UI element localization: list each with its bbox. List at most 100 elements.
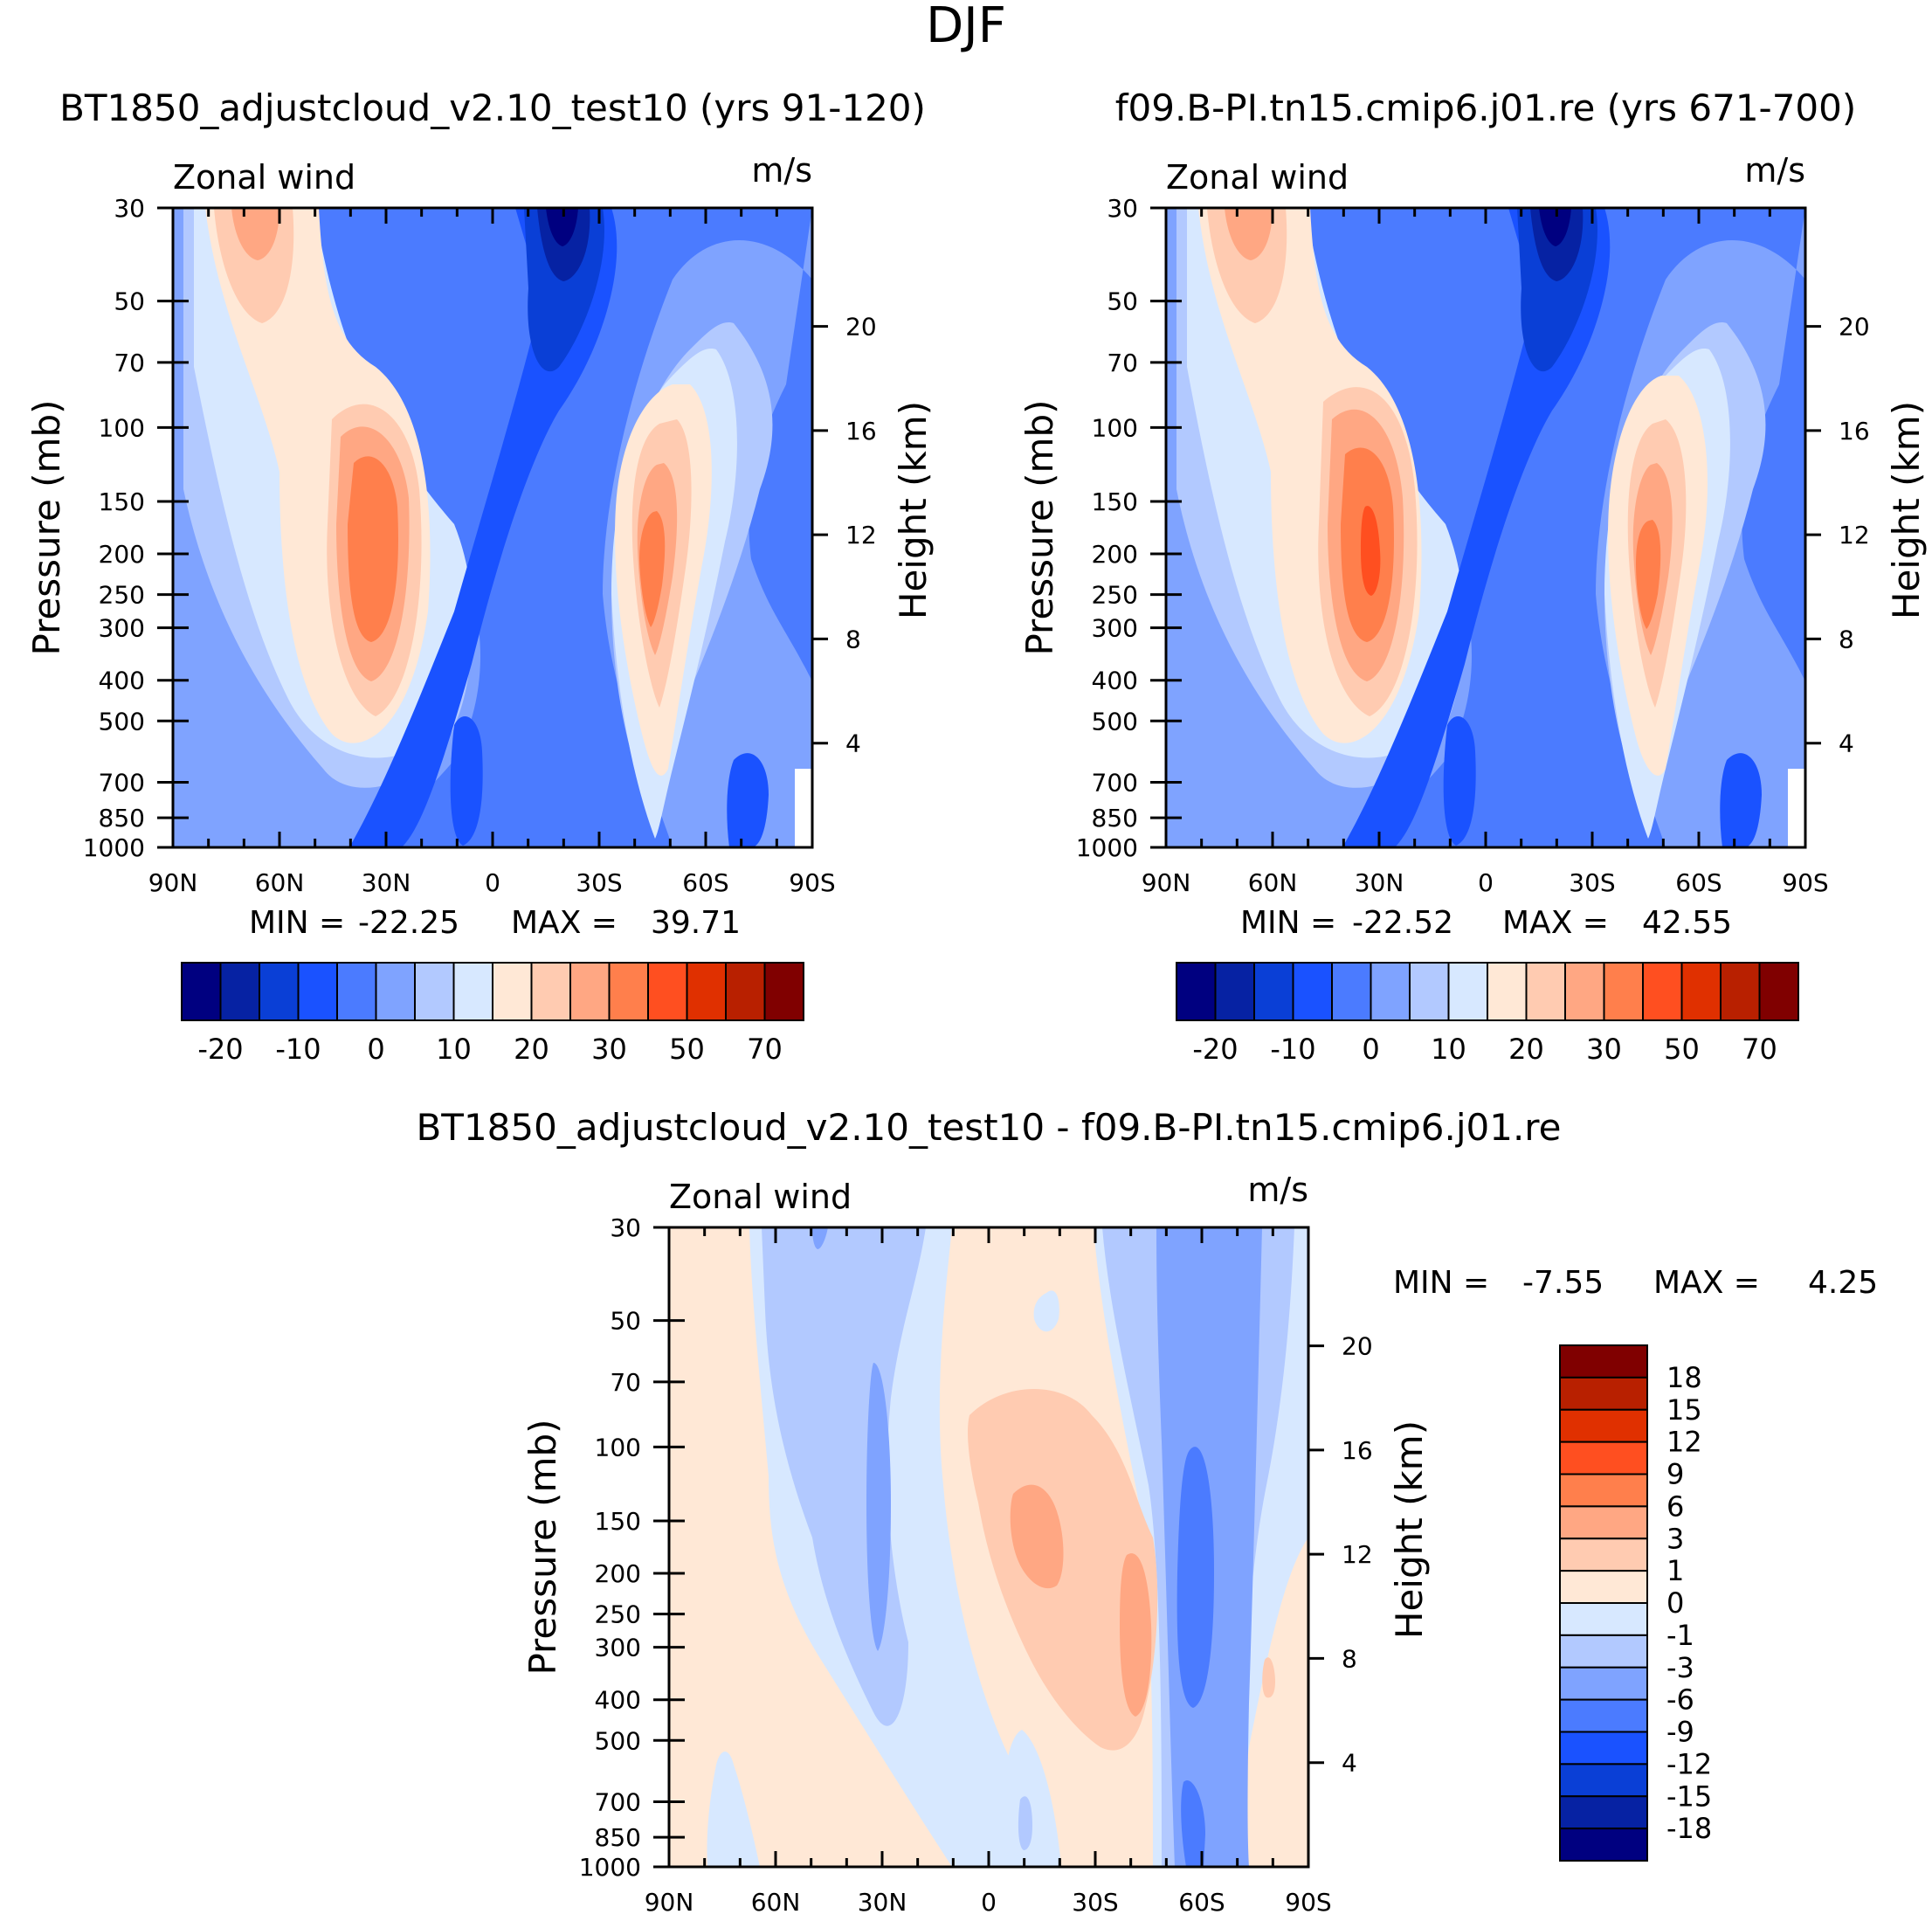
- colorbar-swatch: [1447, 962, 1488, 1021]
- panel-test-max-value: 39.71: [651, 905, 741, 941]
- colorbar-swatch: [219, 962, 260, 1021]
- y-tick-label: 300: [595, 1634, 641, 1662]
- colorbar-swatch: [492, 962, 533, 1021]
- colorbar-label: -20: [197, 1033, 243, 1066]
- colorbar-swatch: [1370, 962, 1411, 1021]
- y-tick-label: 100: [1092, 413, 1138, 442]
- colorbar-label: -1: [1666, 1619, 1694, 1652]
- panel-diff-contour-band: [1120, 1553, 1152, 1717]
- panel-ctrl-stats: MIN = -22.52 MAX = 42.55: [1240, 905, 1732, 941]
- left-label: Zonal wind: [669, 1178, 852, 1216]
- panel-test-max-label: MAX =: [511, 905, 618, 941]
- colorbar-swatch: [530, 962, 571, 1021]
- x-tick-label: 60S: [1675, 868, 1722, 897]
- colorbar-swatch: [1409, 962, 1450, 1021]
- panel-test-contour-band: [727, 753, 769, 847]
- panel-diff: 90N 60N 30N 0 30S 60S 90S 30 50 70 100 150 200 250 300…: [521, 1171, 1431, 1917]
- y2-tick-label: 8: [845, 625, 861, 653]
- panel-test-contour-band: [639, 511, 666, 627]
- panel-diff-contour-band: [707, 1752, 760, 1867]
- panel-test: 90N 60N 30N 0 30S 60S 90S 30 50 70 100 150 200 250 300…: [25, 151, 935, 897]
- colorbar-swatch: [1559, 1763, 1648, 1798]
- y-tick-label: 500: [99, 707, 145, 736]
- right-label: m/s: [1744, 151, 1805, 190]
- y2-tick-label: 4: [1342, 1749, 1357, 1778]
- panel-diff-stats: MIN = -7.55 MAX = 4.25: [1393, 1265, 1878, 1301]
- colorbar-swatch: [1214, 962, 1255, 1021]
- y2-tick-label: 8: [1342, 1644, 1357, 1673]
- colorbar-swatch: [1559, 1441, 1648, 1475]
- y-tick-label: 200: [1092, 540, 1138, 569]
- y-tick-label: 400: [1092, 667, 1138, 695]
- y2-tick-label: 4: [1839, 729, 1854, 758]
- y2-tick-label: 20: [845, 313, 877, 342]
- colorbar-label: -3: [1666, 1651, 1694, 1684]
- panel-diff-min-value: -7.55: [1522, 1265, 1604, 1301]
- y-tick-label: 50: [1107, 287, 1138, 316]
- panel-ctrl-contour-band: [1720, 753, 1762, 847]
- colorbar-label: -6: [1666, 1683, 1694, 1717]
- panel-diff-min-label: MIN =: [1393, 1265, 1489, 1301]
- colorbar-label: 30: [1586, 1033, 1622, 1066]
- y2-axis-label: Height (km): [892, 401, 935, 619]
- y2-tick-label: 12: [1839, 521, 1870, 549]
- colorbar-label: 9: [1666, 1458, 1684, 1491]
- panel-diff-contour-band: [1181, 1780, 1205, 1867]
- colorbar-swatch: [1559, 1473, 1648, 1508]
- panel-ctrl-colorbar: -20 -10 0 10 20 30 50 70: [1176, 962, 1799, 1066]
- colorbar-swatch: [763, 962, 804, 1021]
- y-tick-label: 150: [595, 1507, 641, 1536]
- panel-ctrl-fields: [1166, 208, 1805, 847]
- y-tick-label: 150: [99, 487, 145, 516]
- colorbar-swatch: [686, 962, 727, 1021]
- colorbar-swatch: [375, 962, 416, 1021]
- colorbar-swatch: [1559, 1344, 1648, 1379]
- y-tick-label: 70: [1107, 349, 1138, 377]
- colorbar-label: -10: [275, 1033, 321, 1066]
- colorbar-label: 12: [1666, 1426, 1702, 1459]
- y-axis-label: Pressure (mb): [25, 399, 68, 655]
- colorbar-label: 70: [1742, 1033, 1777, 1066]
- y-tick-label: 70: [114, 349, 145, 377]
- y-tick-label: 700: [99, 769, 145, 798]
- y-tick-label: 250: [99, 581, 145, 610]
- x-tick-label: 30N: [1355, 868, 1404, 897]
- y-tick-label: 1000: [579, 1853, 641, 1882]
- y-tick-label: 400: [595, 1686, 641, 1715]
- x-tick-label: 0: [485, 868, 500, 897]
- colorbar-label: 0: [1362, 1033, 1379, 1066]
- colorbar-swatch: [1559, 1795, 1648, 1830]
- panel-ctrl-contour-band: [1225, 208, 1273, 260]
- colorbar-swatch: [1253, 962, 1294, 1021]
- colorbar-swatch: [336, 962, 377, 1021]
- panel-ctrl-contour-band: [1361, 506, 1381, 596]
- colorbar-label: 18: [1666, 1361, 1702, 1394]
- y-tick-label: 50: [114, 287, 145, 316]
- colorbar-swatch: [259, 962, 300, 1021]
- colorbar-swatch: [1559, 1537, 1648, 1572]
- colorbar-swatch: [608, 962, 649, 1021]
- x-tick-label: 30S: [1569, 868, 1615, 897]
- colorbar-swatch: [181, 962, 222, 1021]
- colorbar-swatch: [414, 962, 455, 1021]
- x-tick-label: 60S: [682, 868, 728, 897]
- y2-tick-label: 16: [1342, 1436, 1373, 1465]
- colorbar-swatch: [1559, 1408, 1648, 1443]
- y2-tick-label: 12: [845, 521, 877, 549]
- colorbar-label: 10: [436, 1033, 472, 1066]
- colorbar-swatch: [1331, 962, 1372, 1021]
- y-tick-label: 1000: [1076, 833, 1138, 862]
- y-tick-label: 50: [610, 1307, 641, 1336]
- panel-ctrl-min-value: -22.52: [1352, 905, 1453, 941]
- y-tick-label: 300: [99, 614, 145, 643]
- colorbar-swatch: [1559, 1698, 1648, 1733]
- colorbar-label: 70: [747, 1033, 783, 1066]
- panel-test-contour-band: [348, 456, 398, 642]
- y-tick-label: 850: [595, 1823, 641, 1852]
- panel-diff-contour-band: [1010, 1484, 1064, 1589]
- colorbar-swatch: [1642, 962, 1683, 1021]
- colorbar-swatch: [1559, 1376, 1648, 1411]
- colorbar-swatch: [1559, 1828, 1648, 1862]
- colorbar-swatch: [1176, 962, 1217, 1021]
- colorbar-label: -20: [1192, 1033, 1238, 1066]
